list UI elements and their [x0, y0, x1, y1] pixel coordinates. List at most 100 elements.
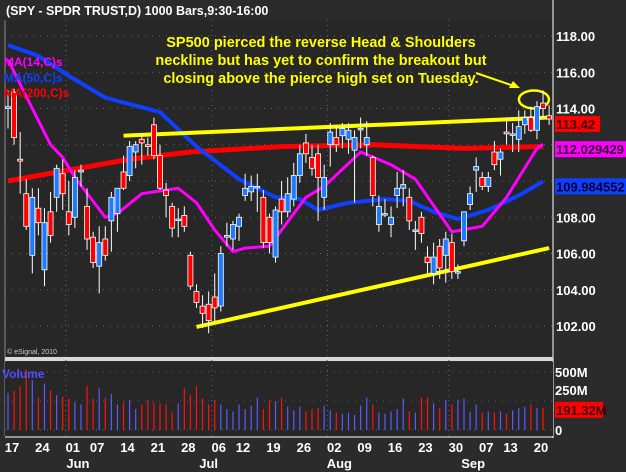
candle-body	[455, 271, 461, 274]
candle-body	[120, 171, 127, 189]
candle-body	[400, 184, 407, 189]
candle-body	[132, 144, 139, 153]
candle-body	[217, 253, 224, 307]
candle-body	[193, 291, 200, 303]
candle-body	[138, 138, 145, 144]
month-label: Sep	[461, 456, 485, 471]
candle	[394, 171, 401, 209]
date-tick-label: 17	[5, 440, 19, 455]
candle-body	[260, 196, 267, 244]
candle-body	[491, 151, 498, 166]
candle-body	[345, 129, 352, 140]
volume-panel[interactable]	[5, 362, 553, 436]
candle-body	[187, 254, 194, 287]
candle	[521, 110, 528, 134]
annotation-line-3: closing above the pierce high set on Tue…	[163, 71, 478, 87]
candle-body	[5, 106, 11, 109]
volume-tick-label: 0	[555, 423, 562, 438]
candle-body	[47, 211, 54, 236]
candle-body	[339, 128, 346, 137]
last-volume-label: 191.32M	[556, 403, 607, 418]
date-tick-label: 12	[236, 440, 250, 455]
candle	[491, 141, 498, 171]
candle-body	[442, 238, 449, 256]
candle-body	[467, 193, 473, 205]
candle	[272, 206, 279, 263]
candle	[132, 141, 139, 169]
candle	[59, 159, 66, 210]
candle	[151, 117, 157, 160]
ma14-line	[6, 58, 544, 254]
candle	[266, 213, 273, 254]
volume-tick-label: 500M	[555, 365, 588, 380]
candle	[163, 182, 169, 218]
candle	[345, 123, 352, 154]
candle-body	[53, 167, 60, 198]
candle	[430, 242, 437, 285]
candle	[303, 133, 309, 163]
date-tick-label: 07	[479, 440, 493, 455]
candle-body	[236, 216, 242, 227]
candle-body	[163, 189, 169, 196]
candle	[114, 187, 121, 232]
candle-body	[503, 131, 510, 135]
legend-ma50: MA(50,C)s	[4, 71, 63, 85]
candle-body	[144, 144, 151, 147]
candle	[29, 188, 36, 274]
panel-separator[interactable]	[5, 357, 553, 361]
candle	[382, 199, 388, 218]
month-label: Jun	[66, 456, 89, 471]
candle	[17, 132, 24, 194]
candle-body	[181, 215, 188, 227]
volume-label: Volume	[2, 367, 45, 381]
last-value-label: 113.42	[556, 117, 595, 132]
candle-body	[175, 218, 182, 221]
candle	[503, 117, 510, 145]
candle-body	[205, 303, 212, 321]
date-tick-label: 07	[90, 440, 104, 455]
candle-body	[357, 128, 364, 131]
candle-body	[388, 216, 394, 225]
candle	[102, 226, 109, 261]
legend-ma14: MA(14,C)s	[4, 55, 63, 69]
candle	[540, 90, 546, 118]
candle	[120, 155, 127, 191]
candle-body	[59, 173, 66, 195]
annotation-arrow	[475, 72, 515, 87]
arrow-head-icon	[509, 81, 520, 88]
candle	[205, 291, 212, 334]
support-trendline	[196, 246, 550, 329]
candle-body	[461, 211, 467, 242]
ma200-line	[7, 142, 544, 184]
candle-body	[327, 131, 334, 146]
price-panel[interactable]	[5, 20, 553, 356]
candle	[436, 239, 443, 279]
candle	[527, 106, 534, 133]
last-value-badge	[555, 178, 626, 195]
candle-body	[242, 187, 249, 196]
volume-tick-label: 250M	[555, 383, 588, 398]
month-label: Aug	[327, 456, 352, 471]
candle-body	[29, 196, 36, 256]
last-value-badge	[555, 116, 601, 133]
candle	[53, 164, 60, 212]
candle	[11, 88, 17, 145]
price-tick-label: 108.00	[556, 210, 596, 225]
candle	[333, 124, 340, 152]
grid	[5, 20, 553, 436]
candle	[534, 101, 540, 140]
candle-body	[78, 169, 84, 173]
candle	[47, 191, 54, 243]
annotation: SP500 pierced the reverse Head & Shoulde…	[155, 35, 520, 88]
legend-ma200: MA(200,C)s	[4, 86, 70, 100]
price-tick-label: 106.00	[556, 247, 596, 262]
candle	[223, 222, 230, 247]
candle	[169, 202, 176, 238]
candle	[296, 144, 303, 183]
candle-body	[17, 158, 24, 162]
candle	[126, 141, 133, 181]
date-tick-label: 23	[418, 440, 432, 455]
candle	[193, 284, 200, 308]
candle-body	[102, 238, 109, 256]
